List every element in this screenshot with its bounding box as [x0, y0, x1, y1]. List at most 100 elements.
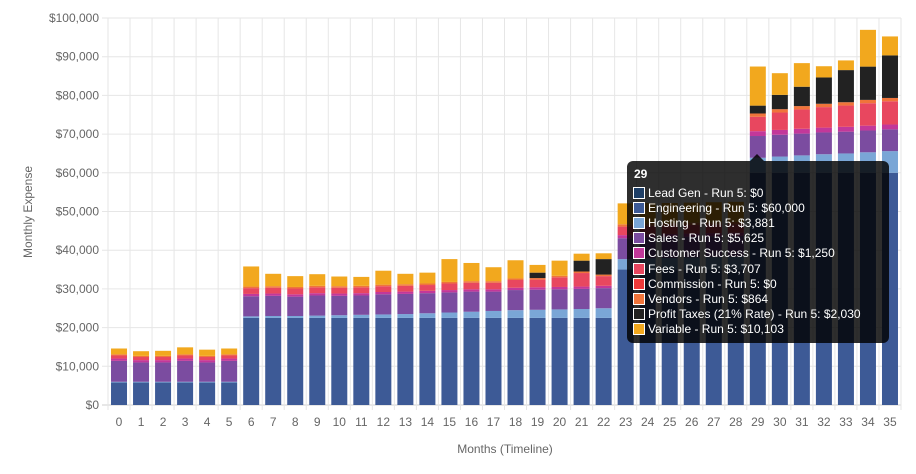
- x-tick-label: 29: [751, 415, 765, 429]
- bar-segment: [133, 355, 150, 358]
- bar-segment: [463, 311, 480, 318]
- x-axis-title: Months (Timeline): [457, 442, 553, 456]
- bar-segment: [243, 286, 260, 289]
- bar-segment: [111, 354, 128, 356]
- bar-segment: [529, 317, 546, 405]
- tooltip-row-label: Profit Taxes (21% Rate) - Run 5: $2,030: [648, 307, 861, 322]
- bar-segment: [199, 357, 216, 361]
- bar-segment: [837, 126, 854, 132]
- x-tick-label: 11: [355, 415, 368, 429]
- bar-segment: [331, 295, 348, 316]
- bar-segment: [595, 276, 612, 286]
- bar-segment: [375, 286, 392, 292]
- bar-segment: [771, 109, 788, 113]
- tooltip-row-label: Lead Gen - Run 5: $0: [648, 185, 764, 200]
- bar-segment: [771, 94, 788, 110]
- bar-segment: [859, 125, 876, 131]
- bar-segment: [507, 279, 524, 288]
- legend-swatch: [633, 277, 645, 290]
- x-tick-label: 18: [509, 415, 523, 429]
- bar-segment: [771, 112, 788, 130]
- y-tick-label: $60,000: [56, 166, 100, 180]
- bar-segment: [331, 287, 348, 294]
- bar-segment: [507, 278, 524, 280]
- y-tick-label: $40,000: [56, 243, 100, 257]
- x-tick-label: 10: [333, 415, 347, 429]
- bar-segment: [881, 124, 898, 130]
- bar-segment: [771, 73, 788, 95]
- bar-segment: [573, 260, 590, 272]
- bar-segment: [397, 284, 414, 286]
- y-tick-label: $30,000: [56, 282, 100, 296]
- bar-segment: [221, 358, 238, 361]
- bar-segment: [199, 381, 216, 383]
- x-tick-label: 3: [182, 415, 189, 429]
- bar-segment: [859, 130, 876, 153]
- bar-segment: [529, 264, 546, 273]
- bar-segment: [881, 129, 898, 152]
- tooltip-row-label: Vendors - Run 5: $864: [648, 291, 769, 306]
- x-tick-label: 15: [443, 415, 457, 429]
- bar-segment: [353, 317, 370, 405]
- bar-segment: [837, 102, 854, 106]
- x-tick-label: 22: [597, 415, 611, 429]
- tooltip-row-label: Customer Success - Run 5: $1,250: [648, 246, 835, 261]
- bar-segment: [617, 224, 634, 227]
- legend-swatch: [633, 247, 645, 260]
- x-tick-label: 20: [553, 415, 567, 429]
- bar-series: [111, 29, 898, 405]
- bar-segment: [507, 260, 524, 279]
- y-tick-label: $10,000: [56, 359, 100, 373]
- x-tick-label: 25: [663, 415, 677, 429]
- bar-segment: [155, 382, 172, 405]
- bar-segment: [111, 348, 128, 355]
- bar-segment: [419, 313, 436, 318]
- x-tick-label: 17: [487, 415, 501, 429]
- tooltip-row: Sales - Run 5: $5,625: [633, 231, 883, 246]
- bar-segment: [485, 310, 502, 318]
- x-tick-label: 5: [226, 415, 233, 429]
- bar-segment: [859, 66, 876, 100]
- bar-segment: [111, 382, 128, 405]
- bar-segment: [749, 136, 766, 158]
- bar-segment: [595, 259, 612, 275]
- bar-segment: [485, 267, 502, 282]
- bar-segment: [155, 355, 172, 358]
- bar-segment: [441, 259, 458, 282]
- bar-segment: [353, 293, 370, 296]
- y-tick-label: $90,000: [56, 50, 100, 64]
- bar-segment: [155, 350, 172, 356]
- bar-segment: [551, 275, 568, 278]
- bar-segment: [199, 382, 216, 405]
- bar-segment: [155, 381, 172, 383]
- bar-segment: [881, 36, 898, 56]
- bar-segment: [199, 362, 216, 382]
- x-tick-label: 7: [270, 415, 277, 429]
- bar-segment: [331, 315, 348, 318]
- bar-segment: [331, 293, 348, 296]
- bar-segment: [749, 113, 766, 117]
- y-tick-label: $0: [86, 398, 100, 412]
- bar-segment: [595, 317, 612, 405]
- bar-segment: [815, 107, 832, 128]
- bar-segment: [859, 29, 876, 67]
- bar-segment: [881, 55, 898, 98]
- bar-segment: [617, 259, 634, 270]
- bar-segment: [419, 290, 436, 294]
- y-tick-label: $100,000: [49, 11, 99, 25]
- x-tick-label: 8: [292, 415, 299, 429]
- bar-segment: [529, 278, 546, 280]
- y-tick-label: $50,000: [56, 205, 100, 219]
- bar-segment: [265, 286, 282, 288]
- tooltip-row: Profit Taxes (21% Rate) - Run 5: $2,030: [633, 307, 883, 322]
- bar-segment: [265, 287, 282, 294]
- bar-segment: [441, 292, 458, 313]
- bar-segment: [463, 282, 480, 290]
- bar-segment: [749, 105, 766, 114]
- bar-segment: [375, 291, 392, 295]
- bar-segment: [507, 317, 524, 405]
- x-tick-label: 27: [707, 415, 721, 429]
- bar-segment: [287, 276, 304, 287]
- bar-segment: [287, 296, 304, 316]
- bar-segment: [111, 358, 128, 361]
